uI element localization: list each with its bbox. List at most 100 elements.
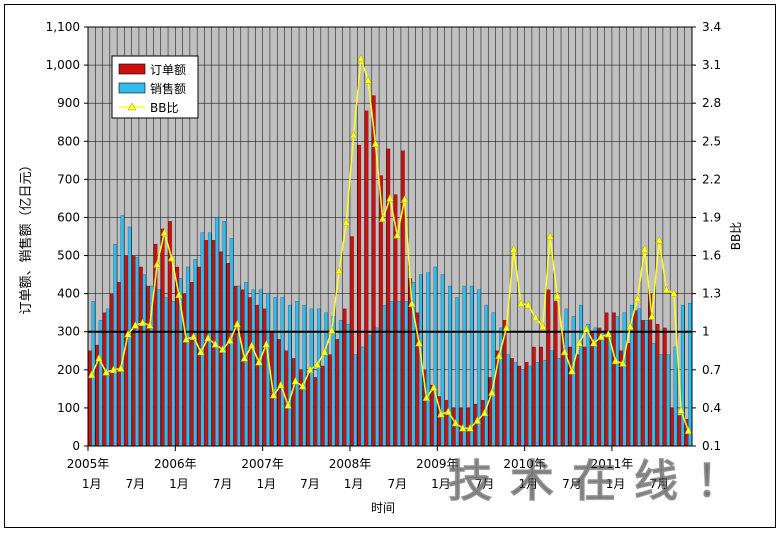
legend-label-bb: BB比: [150, 101, 178, 115]
bar-orders: [262, 308, 267, 447]
bar-sales: [338, 320, 343, 447]
bb-point: [568, 366, 576, 375]
x-month-label: 1月: [82, 477, 102, 491]
bb-point: [604, 329, 613, 338]
x-year-label: 2006年: [154, 457, 197, 471]
y-tick-label-right: 2.2: [702, 172, 721, 186]
bar-orders: [146, 285, 151, 447]
bb-point: [262, 339, 271, 348]
bb-point: [684, 426, 693, 434]
x-month-label: 7月: [475, 477, 495, 491]
bb-point: [589, 338, 598, 347]
bb-point: [335, 266, 343, 274]
bar-sales: [353, 354, 358, 447]
bar-orders: [291, 358, 296, 447]
y-tick-label-right: 1: [702, 325, 710, 339]
bb-point: [677, 406, 685, 414]
bb-point: [342, 218, 351, 226]
bb-point: [313, 360, 322, 368]
bar-orders: [190, 282, 194, 447]
bar-sales: [186, 266, 190, 447]
bar-sales: [156, 289, 161, 447]
bar-sales: [368, 335, 372, 447]
bar-orders: [575, 354, 580, 447]
bar-sales: [135, 257, 139, 447]
bb-point: [95, 353, 103, 362]
bar-sales: [287, 304, 292, 447]
bar-orders: [539, 346, 543, 447]
bb-point: [167, 253, 176, 262]
bar-sales: [549, 350, 554, 447]
y-tick-label-left: 400: [57, 287, 80, 301]
bb-point: [269, 390, 278, 399]
bar-orders: [139, 266, 143, 447]
bb-point: [255, 357, 263, 366]
watermark-text: 技术在线！: [448, 456, 758, 507]
bar-orders: [160, 228, 165, 447]
bb-point: [611, 356, 620, 365]
bar-sales: [302, 304, 307, 447]
bar-sales: [397, 301, 401, 447]
bb-point: [415, 338, 423, 347]
bar-orders: [590, 331, 594, 447]
bb-point: [408, 299, 416, 307]
bar-sales: [258, 289, 263, 447]
y-tick-label-left: 500: [57, 249, 80, 263]
bar-orders: [488, 377, 493, 447]
bar-orders: [335, 339, 340, 447]
x-month-label: 1月: [518, 477, 538, 491]
bar-orders: [248, 297, 252, 447]
bb-point: [240, 353, 249, 362]
bar-orders: [233, 285, 238, 447]
bar-orders: [677, 415, 682, 447]
bb-point: [662, 285, 671, 294]
bar-sales: [484, 304, 489, 447]
bar-orders: [197, 266, 201, 447]
bar-orders: [117, 282, 121, 447]
y-tick-label-left: 1,000: [46, 58, 80, 72]
bb-point: [626, 322, 634, 330]
bb-point: [378, 214, 387, 222]
bb-point: [633, 294, 642, 302]
bar-sales: [644, 320, 649, 447]
legend-swatch-orders: [118, 63, 146, 75]
bb-point: [466, 423, 474, 432]
bb-point: [429, 383, 438, 391]
bb-point: [291, 376, 300, 385]
legend: 订单额 销售额 BB比: [111, 55, 199, 119]
bb-point: [87, 370, 96, 379]
bar-orders: [241, 289, 245, 447]
bar-sales: [389, 301, 394, 447]
bb-point: [306, 365, 314, 374]
bb-point: [538, 322, 547, 330]
bar-orders: [342, 308, 347, 447]
x-year-label: 2005年: [67, 457, 110, 471]
bar-sales: [535, 362, 539, 447]
bb-point: [648, 312, 656, 320]
bar-sales: [251, 289, 256, 447]
bar-sales: [317, 308, 321, 447]
bar-orders: [663, 327, 667, 447]
bar-sales: [200, 232, 205, 447]
bb-point: [480, 408, 489, 417]
bar-sales: [520, 369, 525, 447]
bar-sales: [600, 331, 605, 447]
bar-sales: [222, 221, 227, 447]
bar-sales: [673, 346, 678, 447]
bb-point: [327, 326, 336, 334]
bb-point: [422, 393, 431, 401]
bar-sales: [309, 308, 314, 447]
bar-sales: [237, 285, 241, 447]
bb-point: [444, 407, 453, 415]
bar-sales: [113, 243, 117, 447]
bar-orders: [372, 95, 376, 447]
bar-sales: [280, 297, 285, 447]
bar-orders: [299, 369, 303, 447]
x-month-label: 1月: [431, 477, 451, 491]
bar-sales: [106, 308, 110, 447]
bar-orders: [255, 304, 260, 447]
bb-point: [640, 244, 649, 253]
bar-sales: [680, 304, 685, 447]
bb-point: [138, 318, 147, 327]
